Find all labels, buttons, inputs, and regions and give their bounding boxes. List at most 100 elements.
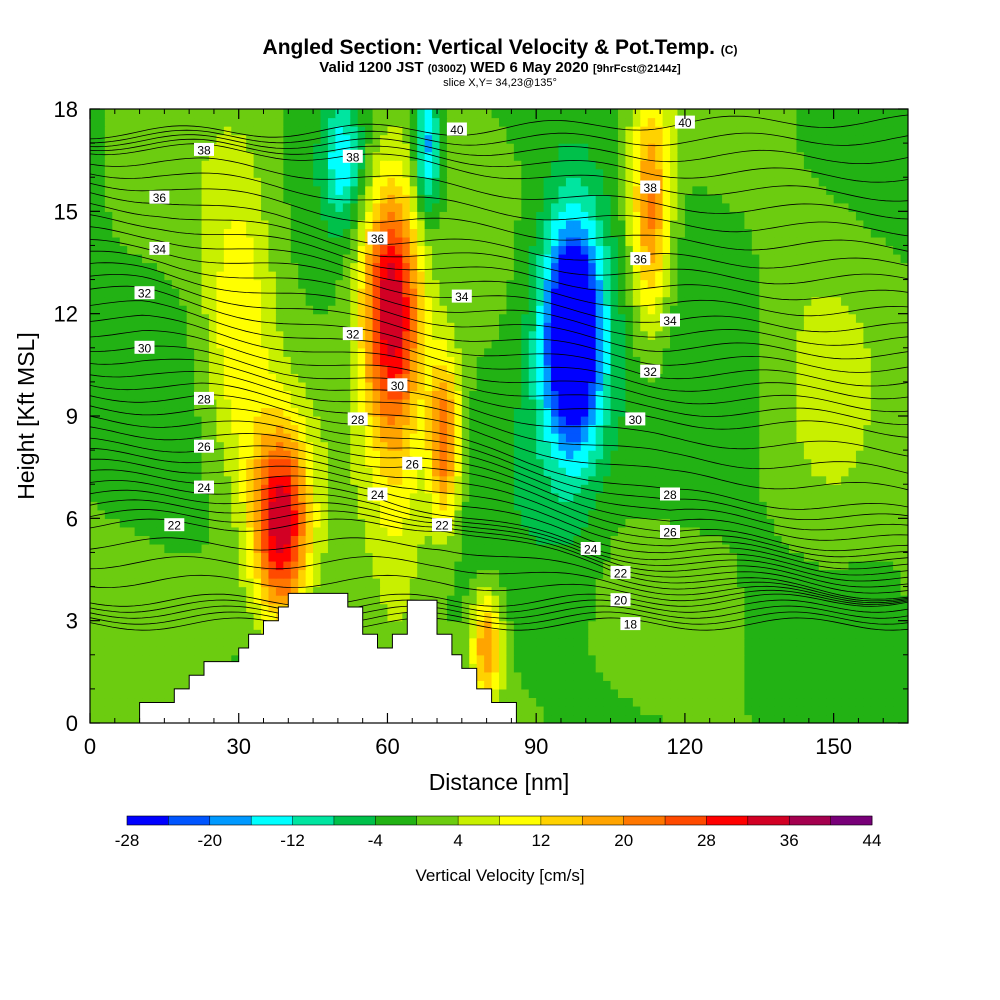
velocity-cell <box>573 637 582 647</box>
velocity-cell <box>818 569 827 579</box>
velocity-cell <box>305 433 314 443</box>
velocity-cell <box>692 663 701 673</box>
velocity-cell <box>253 603 262 613</box>
velocity-cell <box>491 697 500 707</box>
velocity-cell <box>595 450 604 460</box>
velocity-cell <box>149 407 158 417</box>
velocity-cell <box>127 671 136 681</box>
velocity-cell <box>736 620 745 630</box>
velocity-cell <box>357 390 366 400</box>
velocity-cell <box>610 560 619 571</box>
velocity-cell <box>707 407 716 417</box>
velocity-cell <box>870 492 879 502</box>
velocity-cell <box>670 569 679 579</box>
velocity-cell <box>729 697 738 707</box>
velocity-cell <box>699 569 708 579</box>
velocity-cell <box>588 364 597 374</box>
velocity-cell <box>736 509 745 519</box>
velocity-cell <box>603 671 612 681</box>
velocity-cell <box>789 680 798 690</box>
velocity-cell <box>417 441 426 451</box>
velocity-cell <box>796 637 805 647</box>
velocity-cell <box>736 450 745 460</box>
velocity-cell <box>751 347 760 357</box>
velocity-cell <box>387 398 396 409</box>
velocity-cell <box>543 543 552 554</box>
velocity-cell <box>156 603 165 613</box>
velocity-cell <box>893 543 902 554</box>
velocity-cell <box>394 586 403 596</box>
velocity-cell <box>156 381 165 392</box>
velocity-cell <box>469 560 478 571</box>
velocity-cell <box>893 381 902 392</box>
velocity-cell <box>372 441 381 451</box>
velocity-cell <box>305 552 314 562</box>
velocity-cell <box>387 586 396 596</box>
velocity-cell <box>900 492 908 502</box>
velocity-cell <box>811 526 820 536</box>
velocity-cell <box>521 680 530 690</box>
velocity-cell <box>543 612 552 622</box>
velocity-cell <box>655 484 664 494</box>
velocity-cell <box>603 663 612 673</box>
velocity-cell <box>402 407 411 417</box>
velocity-cell <box>134 620 143 630</box>
velocity-cell <box>283 492 292 502</box>
velocity-cell <box>164 620 173 630</box>
velocity-cell <box>722 697 731 707</box>
velocity-cell <box>357 484 366 494</box>
velocity-cell <box>521 654 530 664</box>
velocity-cell <box>610 398 619 409</box>
velocity-cell <box>692 475 701 485</box>
velocity-cell <box>201 339 210 349</box>
velocity-cell <box>655 450 664 460</box>
velocity-cell <box>372 509 381 519</box>
velocity-cell <box>766 347 775 357</box>
velocity-cell <box>491 492 500 502</box>
velocity-cell <box>446 586 455 596</box>
velocity-cell <box>194 492 203 502</box>
velocity-cell <box>729 646 738 656</box>
velocity-cell <box>751 424 760 434</box>
velocity-cell <box>439 595 448 605</box>
velocity-cell <box>647 416 656 426</box>
velocity-cell <box>722 526 731 536</box>
velocity-cell <box>350 526 359 536</box>
velocity-cell <box>320 518 329 528</box>
velocity-cell <box>476 586 485 596</box>
velocity-cell <box>476 518 485 528</box>
velocity-cell <box>885 629 894 639</box>
velocity-cell <box>499 458 508 468</box>
velocity-cell <box>476 424 485 434</box>
velocity-cell <box>848 356 857 366</box>
velocity-cell <box>751 680 760 690</box>
velocity-cell <box>417 569 426 579</box>
velocity-cell <box>409 595 418 605</box>
velocity-cell <box>216 646 225 656</box>
velocity-cell <box>803 450 812 460</box>
velocity-cell <box>372 578 381 588</box>
velocity-cell <box>491 629 500 639</box>
velocity-cell <box>833 492 842 502</box>
velocity-cell <box>261 612 270 622</box>
velocity-cell <box>774 424 783 434</box>
velocity-cell <box>744 433 753 443</box>
velocity-cell <box>781 475 790 485</box>
velocity-cell <box>432 535 441 545</box>
velocity-cell <box>684 714 693 723</box>
velocity-cell <box>655 680 664 690</box>
velocity-cell <box>513 671 522 681</box>
velocity-cell <box>580 595 589 605</box>
velocity-cell <box>580 705 589 716</box>
velocity-cell <box>231 467 240 477</box>
velocity-cell <box>692 578 701 588</box>
velocity-cell <box>171 560 180 571</box>
velocity-cell <box>357 339 366 349</box>
velocity-cell <box>513 407 522 417</box>
velocity-cell <box>692 552 701 562</box>
velocity-cell <box>253 467 262 477</box>
velocity-cell <box>536 433 545 443</box>
velocity-cell <box>461 356 470 366</box>
velocity-cell <box>684 339 693 349</box>
velocity-cell <box>573 629 582 639</box>
